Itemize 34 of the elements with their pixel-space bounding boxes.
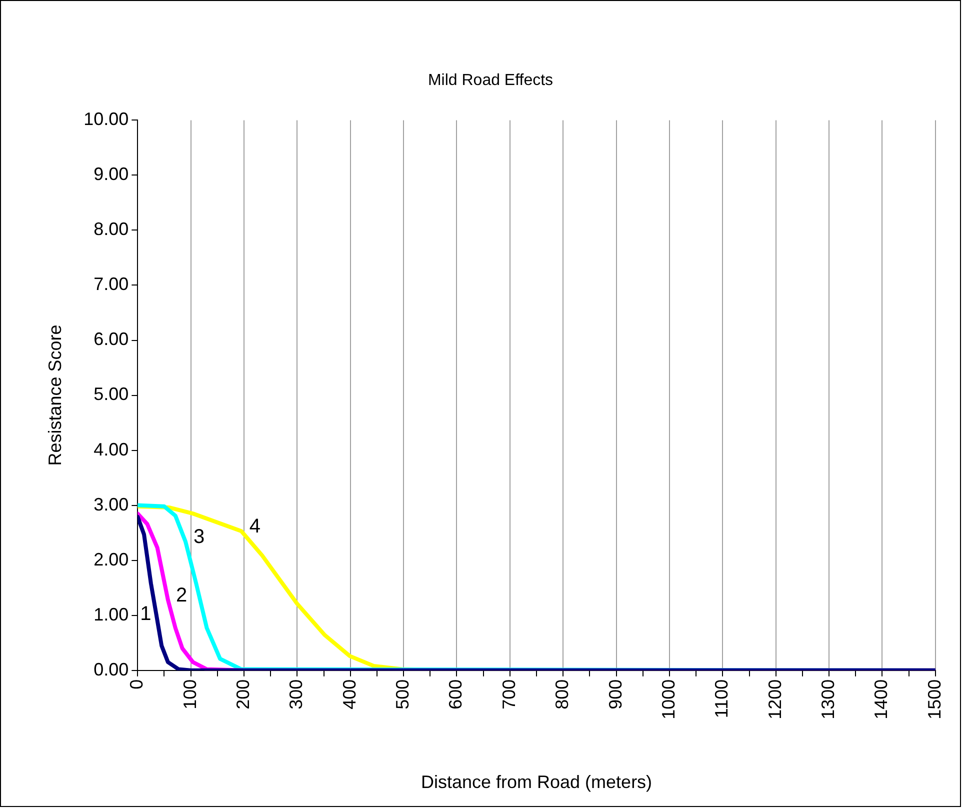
y-tick-label: 7.00	[94, 274, 129, 294]
y-tick-label: 4.00	[94, 439, 129, 460]
x-tick-label: 900	[605, 679, 626, 710]
x-tick-label: 300	[286, 679, 306, 710]
x-tick-label: 1000	[658, 679, 678, 720]
y-tick-label: 0.00	[94, 659, 129, 680]
y-tick-label: 6.00	[94, 329, 129, 350]
y-tick-label: 1.00	[94, 604, 129, 624]
series-label: 3	[194, 526, 205, 548]
y-tick-label: 10.00	[84, 109, 129, 130]
x-tick-label: 100	[180, 679, 200, 710]
y-tick-label: 5.00	[94, 384, 129, 404]
x-tick-label: 600	[446, 679, 466, 710]
x-tick-label: 800	[552, 679, 572, 710]
x-tick-label: 0	[126, 679, 147, 690]
y-tick-label: 8.00	[94, 219, 129, 240]
y-axis-title: Resistance Score	[44, 324, 65, 466]
x-tick-label: 1400	[871, 679, 892, 720]
x-tick-label: 1200	[764, 679, 785, 720]
series-label: 2	[176, 584, 188, 606]
x-tick-label: 1500	[924, 679, 944, 720]
y-tick-label: 9.00	[94, 164, 129, 184]
x-tick-label: 400	[339, 679, 360, 710]
series-label: 4	[249, 516, 260, 538]
y-tick-label: 3.00	[94, 494, 129, 514]
x-tick-label: 200	[232, 679, 253, 710]
x-tick-label: 1300	[818, 679, 838, 720]
x-axis-title: Distance from Road (meters)	[420, 772, 652, 792]
series-label: 1	[140, 602, 152, 625]
x-tick-label: 700	[498, 679, 519, 710]
chart-title: Mild Road Effects	[428, 72, 554, 90]
x-tick-label: 1100	[712, 679, 732, 718]
y-tick-label: 2.00	[94, 549, 129, 570]
x-tick-label: 500	[392, 679, 413, 710]
